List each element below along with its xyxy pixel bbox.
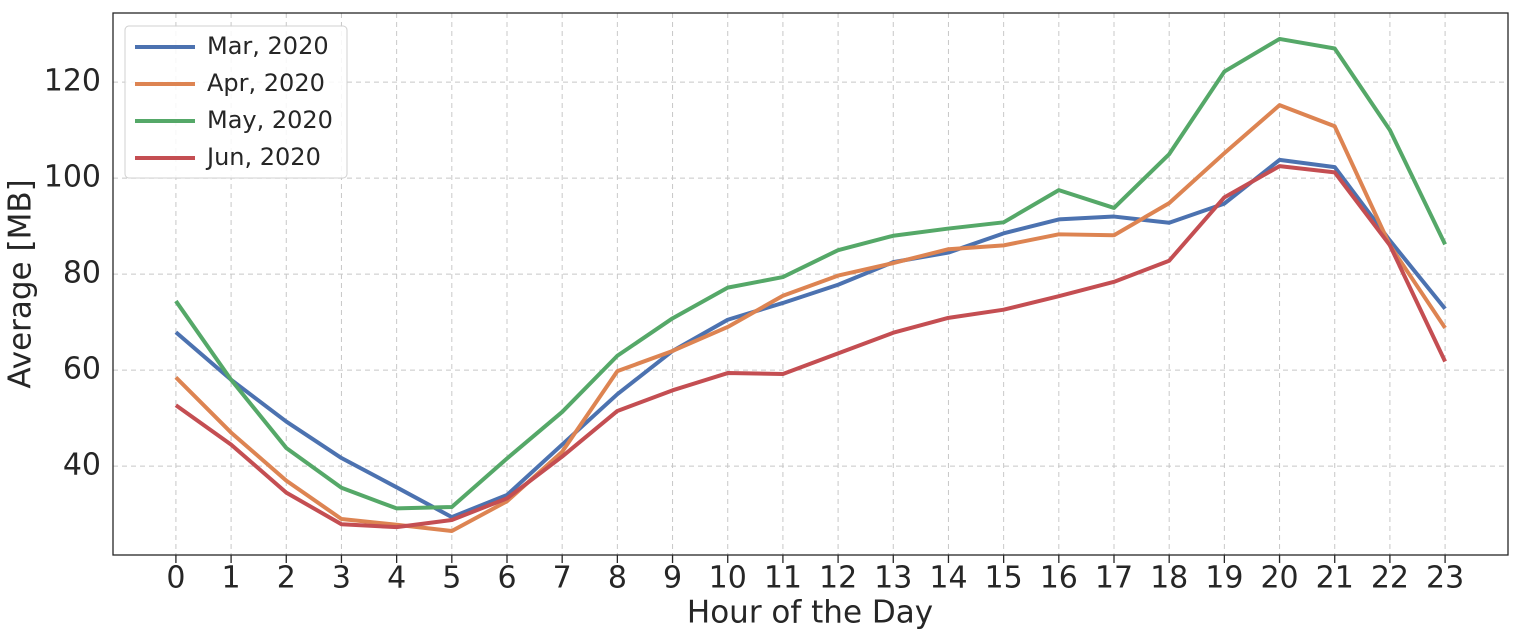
x-tick-label: 6: [497, 561, 516, 596]
x-tick-label: 12: [819, 561, 857, 596]
y-tick-label: 80: [63, 256, 101, 291]
x-axis-label: Hour of the Day: [687, 595, 933, 631]
x-tick-label: 2: [277, 561, 296, 596]
x-tick-label: 10: [709, 561, 747, 596]
plot-frame: [112, 12, 1509, 556]
x-tick-label: 16: [1040, 561, 1078, 596]
series-line: [174, 157, 1447, 520]
x-tick-label: 19: [1205, 561, 1243, 596]
y-tick-label: 60: [63, 352, 101, 387]
x-tick-label: 15: [985, 561, 1023, 596]
legend-label: May, 2020: [207, 106, 333, 134]
legend-box: [124, 25, 348, 179]
y-tick-label: 40: [63, 448, 101, 483]
x-tick-label: 3: [332, 561, 351, 596]
x-tick-label: 21: [1316, 561, 1354, 596]
legend-label: Apr, 2020: [207, 69, 325, 97]
x-tick-label: 9: [663, 561, 682, 596]
series-line: [174, 36, 1447, 511]
x-tick-label: 0: [166, 561, 185, 596]
series-line: [174, 103, 1447, 533]
x-tick-label: 1: [222, 561, 241, 596]
x-tick-label: 23: [1426, 561, 1464, 596]
x-tick-label: 8: [608, 561, 627, 596]
legend: Mar, 2020 Apr, 2020 May, 2020 Jun, 2020: [124, 25, 348, 179]
legend-label: Jun, 2020: [205, 143, 321, 171]
legend-label: Mar, 2020: [207, 32, 329, 60]
x-tick-label: 17: [1095, 561, 1133, 596]
x-tick-label: 13: [874, 561, 912, 596]
x-tick-label: 22: [1371, 561, 1409, 596]
x-tick-label: 5: [442, 561, 461, 596]
x-tick-label: 4: [387, 561, 406, 596]
y-axis-label: Average [MB]: [3, 179, 39, 388]
x-tick-label: 18: [1150, 561, 1188, 596]
x-tick-label: 14: [929, 561, 967, 596]
x-tick-label: 7: [553, 561, 572, 596]
x-tick-label: 20: [1260, 561, 1298, 596]
x-tick-label: 11: [764, 561, 802, 596]
y-tick-label: 100: [44, 160, 101, 195]
y-tick-label: 120: [44, 64, 101, 99]
series-line: [174, 164, 1447, 530]
